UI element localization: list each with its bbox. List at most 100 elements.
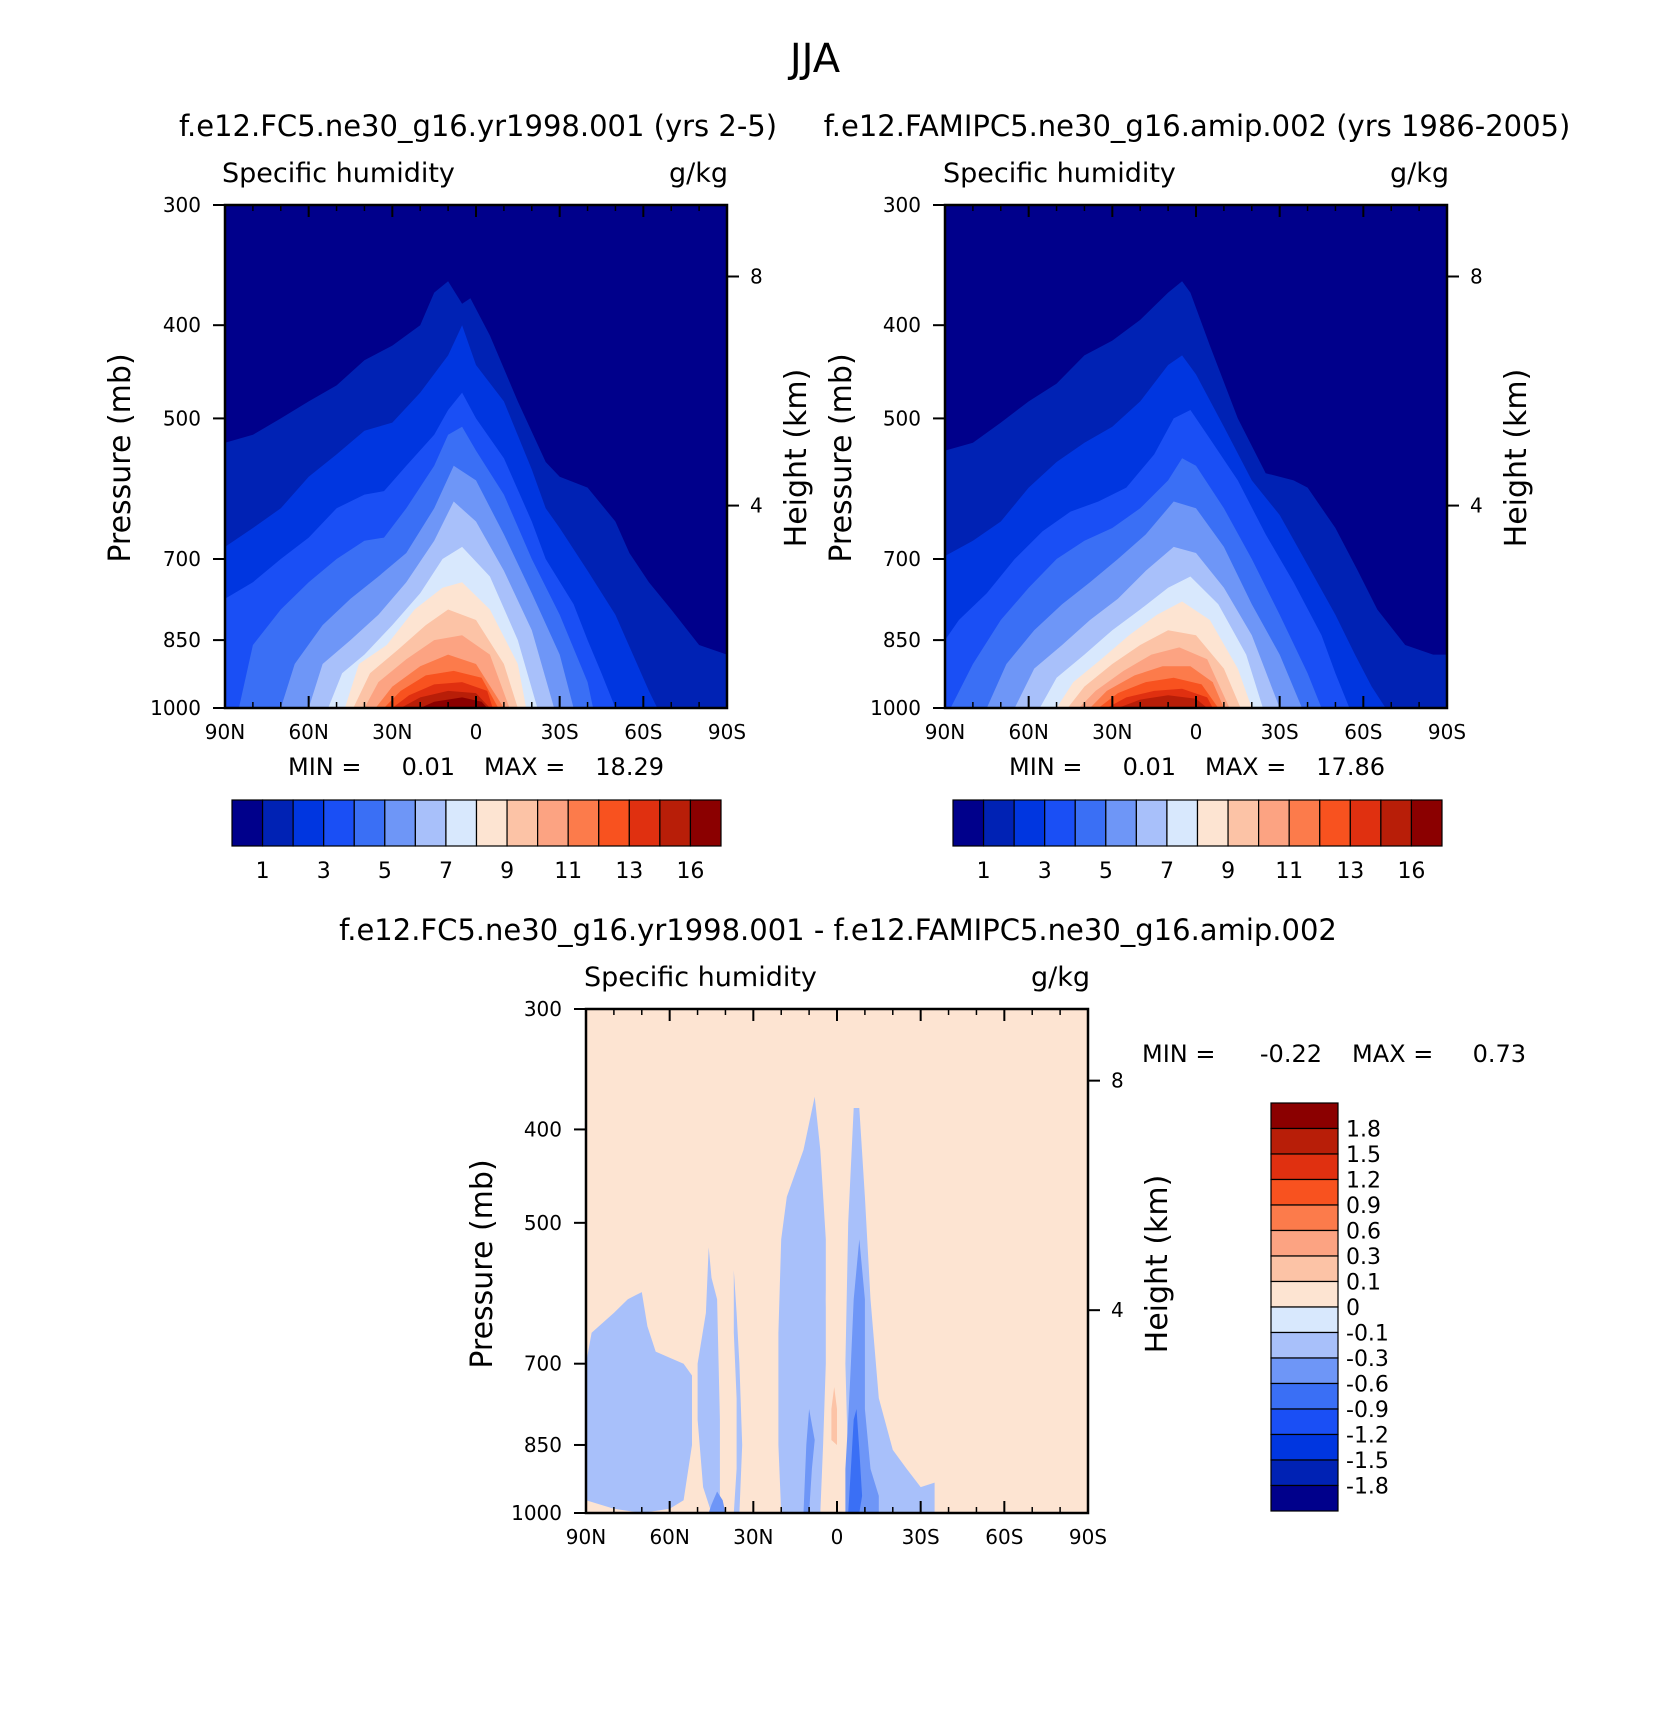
panel-diff-cbar-label: 0.9: [1346, 1194, 1381, 1219]
panel-a-min-value: 0.01: [402, 753, 455, 781]
panel-b-xtick-label: 30N: [1092, 720, 1132, 744]
panel-diff-cbar-box: [1270, 1331, 1339, 1359]
panel-diff-xtick-label: 60S: [985, 1525, 1023, 1549]
panel-diff-region-12: [1082, 1239, 1088, 1364]
panel-b-cbar-box: [1166, 799, 1199, 847]
panel-b-min-value: 0.01: [1123, 753, 1176, 781]
panel-b-cbar-box: [1258, 799, 1290, 847]
figure-title: JJA: [787, 36, 841, 82]
panel-a-xtick-label: 30S: [541, 720, 579, 744]
panel-a-xtick-label: 90N: [205, 720, 245, 744]
panel-a: f.e12.FC5.ne30_g16.yr1998.001 (yrs 2-5) …: [103, 109, 814, 884]
panel-b-min-label: MIN =: [1009, 753, 1082, 781]
panel-diff-region-10: [901, 1351, 913, 1409]
panel-a-xtick-label: 0: [470, 720, 483, 744]
panel-a-cbar-box: [231, 799, 264, 847]
panel-diff: f.e12.FC5.ne30_g16.yr1998.001 - f.e12.FA…: [339, 913, 1526, 1549]
panel-b-cbar-box: [1013, 799, 1046, 847]
panel-b-cbar-box: [1135, 799, 1168, 847]
panel-diff-region-4: [845, 1108, 935, 1513]
panel-diff-cbar-box: [1270, 1229, 1339, 1257]
panel-b-cbar-label: 16: [1397, 859, 1425, 884]
panel-a-cbar-box: [567, 799, 600, 847]
panel-a-right-string: g/kg: [669, 158, 728, 189]
panel-diff-plot: 90N 60N 30N 0 30S 60S 90S 300 400 500 700 850 1000 8 4: [511, 997, 1124, 1549]
panel-b-title: f.e12.FAMIPC5.ne30_g16.amip.002 (yrs 198…: [824, 109, 1571, 143]
panel-a-min-label: MIN =: [288, 753, 361, 781]
panel-a-cbar-box: [475, 799, 508, 847]
panel-b-xtick-label: 30S: [1261, 720, 1299, 744]
panel-a-left-string: Specific humidity: [222, 158, 455, 189]
panel-b-cbar-box: [1288, 799, 1321, 847]
panel-diff-region-13: [831, 1387, 837, 1445]
panel-a-ytick-label: 850: [163, 628, 201, 652]
panel-diff-cbar-label: -0.9: [1346, 1398, 1389, 1423]
panel-diff-ytick-label: 1000: [511, 1501, 562, 1525]
panel-b-ytick-label: 1000: [870, 696, 921, 720]
panel-a-ylabel: Pressure (mb): [103, 353, 138, 562]
panel-b-cbar-label: 9: [1221, 859, 1235, 884]
panel-b-ylabel: Pressure (mb): [824, 353, 859, 562]
panel-diff-y2label: Height (km): [1140, 1175, 1175, 1354]
panel-diff-cbar-box: [1270, 1153, 1339, 1181]
panel-a-cbar-box: [537, 799, 569, 847]
panel-a-cbar-box: [414, 799, 447, 847]
panel-a-cbar-label: 1: [256, 859, 270, 884]
panel-a-cbar-label: 16: [676, 859, 704, 884]
panel-diff-cbar-box: [1270, 1306, 1339, 1334]
panel-b-y2tick-label: 4: [1470, 494, 1483, 518]
panel-diff-cbar-box: [1270, 1408, 1339, 1436]
panel-a-cbar-label: 3: [317, 859, 331, 884]
panel-diff-y2tick-label: 4: [1111, 1298, 1124, 1322]
panel-a-title: f.e12.FC5.ne30_g16.yr1998.001 (yrs 2-5): [179, 109, 777, 143]
panel-diff-colorbar: 1.81.51.20.90.60.30.10-0.1-0.3-0.6-0.9-1…: [1270, 1102, 1389, 1512]
panel-a-cbar-box: [628, 799, 661, 847]
panel-a-plot: 90N 60N 30N 0 30S 60S 90S 300 400 500 700 850 1000 8 4: [150, 193, 763, 744]
panel-a-xtick-label: 60N: [288, 720, 328, 744]
panel-diff-min-value: -0.22: [1260, 1040, 1322, 1068]
panel-a-band-16: [420, 697, 488, 708]
panel-b-right-string: g/kg: [1390, 158, 1449, 189]
panel-b-cbar-box: [1044, 799, 1076, 847]
panel-diff-xtick-label: 90N: [566, 1525, 606, 1549]
panel-b-cbar-box: [952, 799, 985, 847]
panel-diff-xtick-label: 30N: [733, 1525, 773, 1549]
panel-a-colorbar: 1 3 5 7 9 11 13 16: [231, 799, 722, 884]
panel-a-cbar-box: [323, 799, 355, 847]
panel-diff-cbar-box: [1270, 1204, 1339, 1232]
panel-diff-region-11: [1032, 1363, 1055, 1505]
panel-b-cbar-box: [1410, 799, 1443, 847]
panel-diff-cbar-box: [1270, 1255, 1339, 1283]
panel-b-xtick-label: 90S: [1428, 720, 1466, 744]
panel-diff-region-3: [778, 1096, 826, 1513]
panel-diff-right-string: g/kg: [1031, 962, 1090, 993]
panel-a-cbar-box: [689, 799, 722, 847]
panel-a-xtick-label: 60S: [624, 720, 662, 744]
panel-diff-xtick-label: 60N: [649, 1525, 689, 1549]
panel-diff-cbar-box: [1270, 1280, 1339, 1308]
panel-diff-cbar-label: -1.8: [1346, 1475, 1389, 1500]
panel-b-cbar-box: [1380, 799, 1413, 847]
panel-diff-max-label: MAX =: [1352, 1040, 1433, 1068]
panel-b-ytick-label: 850: [883, 628, 921, 652]
panel-diff-y2tick-label: 8: [1111, 1069, 1124, 1093]
panel-b-xtick-label: 90N: [925, 720, 965, 744]
panel-a-xtick-label: 90S: [708, 720, 746, 744]
panel-b: f.e12.FAMIPC5.ne30_g16.amip.002 (yrs 198…: [824, 109, 1571, 884]
panel-diff-left-string: Specific humidity: [584, 962, 817, 993]
panel-diff-cbar-label: -1.5: [1346, 1449, 1389, 1474]
panel-b-ytick-label: 700: [883, 547, 921, 571]
panel-a-ytick-label: 1000: [150, 696, 201, 720]
panel-a-ytick-label: 300: [163, 193, 201, 217]
panel-a-cbar-box: [445, 799, 478, 847]
panel-a-cbar-label: 5: [378, 859, 392, 884]
panel-diff-region-8: [848, 1409, 863, 1513]
panel-diff-region-7: [708, 1491, 726, 1513]
panel-a-ytick-label: 700: [163, 547, 201, 571]
panel-b-cbar-box: [1227, 799, 1260, 847]
panel-diff-xtick-label: 30S: [902, 1525, 940, 1549]
panel-a-cbar-label: 11: [554, 859, 582, 884]
panel-diff-cbar-box: [1270, 1127, 1339, 1155]
panel-diff-cbar-box: [1270, 1102, 1339, 1130]
